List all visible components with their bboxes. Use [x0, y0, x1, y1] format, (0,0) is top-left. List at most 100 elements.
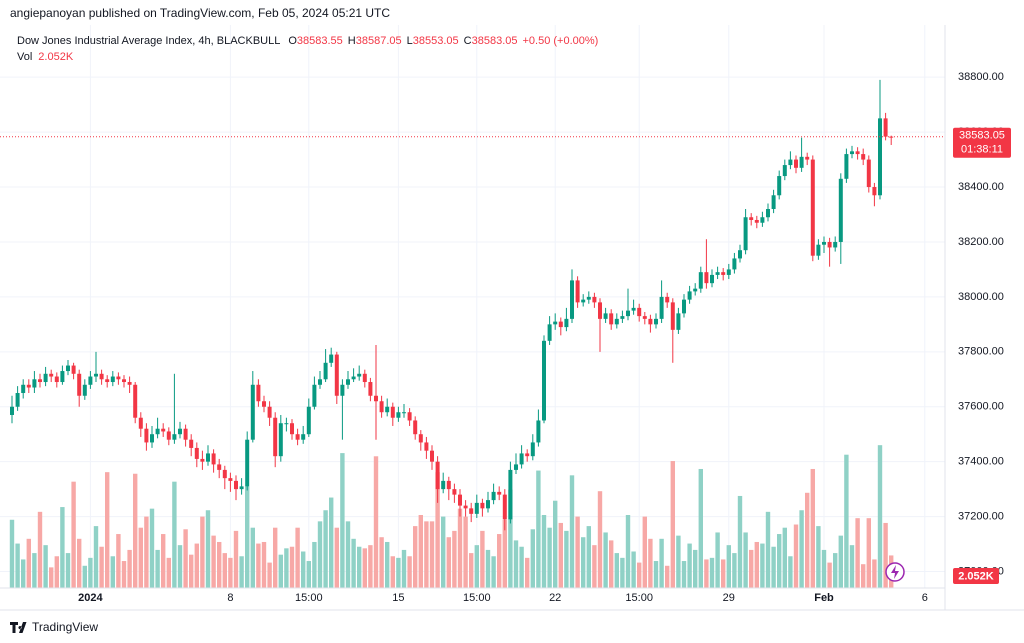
- legend-title: Dow Jones Industrial Average Index, 4h, …: [17, 35, 280, 47]
- volume-bar: [401, 549, 407, 588]
- volume-bar: [771, 546, 776, 588]
- candle-body: [66, 365, 70, 372]
- candle-body: [855, 151, 860, 155]
- volume-bar: [183, 529, 188, 588]
- candle-body: [620, 316, 625, 319]
- candle-body: [189, 439, 194, 448]
- candle-body: [844, 154, 849, 179]
- candle-body: [794, 159, 798, 168]
- volume-bar: [541, 515, 547, 588]
- volume-bar: [653, 561, 659, 588]
- volume-bar: [77, 538, 82, 588]
- candle-body: [200, 458, 205, 462]
- volume-bar: [82, 565, 87, 588]
- y-tick-label: 37400.00: [958, 456, 1004, 468]
- volume-bar: [642, 516, 647, 588]
- volume-bar: [144, 516, 149, 588]
- volume-bar: [474, 545, 479, 588]
- candle-body: [245, 439, 250, 487]
- volume-bar: [418, 515, 423, 588]
- volume-bar: [659, 538, 664, 588]
- volume-bar: [485, 549, 491, 588]
- volume-bar: [446, 537, 451, 588]
- candle-body: [155, 428, 160, 435]
- flash-icon[interactable]: [885, 562, 905, 582]
- volume-bar: [536, 470, 541, 588]
- volume-bar: [256, 543, 261, 588]
- volume-bar: [855, 518, 860, 588]
- volume-bar: [491, 556, 496, 588]
- volume-bar: [155, 549, 160, 588]
- candle-body: [407, 412, 412, 421]
- candle-body: [351, 376, 356, 380]
- candle-body: [827, 241, 832, 248]
- volume-bar: [37, 511, 43, 588]
- volume-pane: [9, 445, 894, 588]
- candle-body: [508, 469, 513, 520]
- candle-body: [553, 321, 558, 325]
- candle-body: [256, 384, 261, 402]
- volume-bar: [749, 549, 754, 588]
- volume-bar: [379, 537, 384, 588]
- volume-bar: [385, 541, 390, 588]
- candle-body: [161, 428, 166, 432]
- volume-bar: [816, 526, 821, 588]
- volume-bar: [60, 507, 65, 588]
- volume-bar: [200, 516, 205, 588]
- volume-bar: [575, 516, 580, 588]
- candle-body: [754, 219, 759, 223]
- header: angiepanoyan published on TradingView.co…: [10, 6, 390, 20]
- countdown-label: 01:38:11: [961, 144, 1003, 156]
- volume-bar: [396, 557, 401, 588]
- x-tick-label: 15:00: [463, 592, 491, 604]
- x-tick-label: 2024: [78, 592, 103, 604]
- candle-body: [497, 491, 502, 495]
- volume-bar: [877, 445, 883, 588]
- price-pane: [10, 79, 894, 531]
- legend-h: H: [348, 35, 356, 47]
- volume-bar: [217, 541, 222, 588]
- volume-bar: [782, 527, 787, 588]
- volume-bar: [329, 497, 334, 588]
- volume-bar: [127, 549, 132, 588]
- volume-bar: [110, 556, 115, 588]
- volume-bar: [424, 521, 429, 588]
- candle-body: [698, 272, 703, 289]
- volume-bar: [357, 546, 362, 588]
- candle-body: [295, 434, 300, 440]
- x-tick-label: 8: [227, 592, 233, 604]
- candle-body: [323, 362, 328, 380]
- candle-body: [850, 151, 854, 155]
- last-price-box: [953, 127, 1011, 158]
- volume-bar: [732, 553, 737, 588]
- candle-body: [872, 187, 877, 196]
- candle-body: [463, 505, 468, 509]
- candle-body: [21, 384, 26, 394]
- volume-bar: [793, 524, 799, 588]
- volume-bar: [480, 530, 485, 588]
- volume-bar: [620, 557, 625, 588]
- volume-bar: [586, 526, 591, 588]
- legend-c: C: [464, 35, 472, 47]
- volume-bar: [530, 529, 535, 588]
- x-tick-label: 15:00: [295, 592, 323, 604]
- volume-bar: [564, 530, 569, 588]
- x-tick-label: 6: [922, 592, 928, 604]
- candle-body: [217, 464, 222, 470]
- volume-bar: [54, 556, 59, 588]
- candle-body: [362, 373, 367, 383]
- volume-bar: [827, 562, 832, 588]
- volume-bar: [883, 522, 888, 588]
- candle-body: [833, 241, 838, 248]
- x-tick-label: Feb: [814, 592, 834, 604]
- volume-bar: [172, 481, 177, 588]
- volume-bar: [345, 521, 351, 588]
- candle-body: [486, 500, 490, 509]
- volume-bar: [452, 530, 457, 588]
- volume-bar: [631, 551, 636, 588]
- y-tick-label: 37600.00: [958, 401, 1004, 413]
- volume-bar: [844, 454, 849, 588]
- volume-bar: [351, 538, 356, 588]
- volume-bar: [317, 521, 323, 588]
- candle-body: [726, 269, 731, 275]
